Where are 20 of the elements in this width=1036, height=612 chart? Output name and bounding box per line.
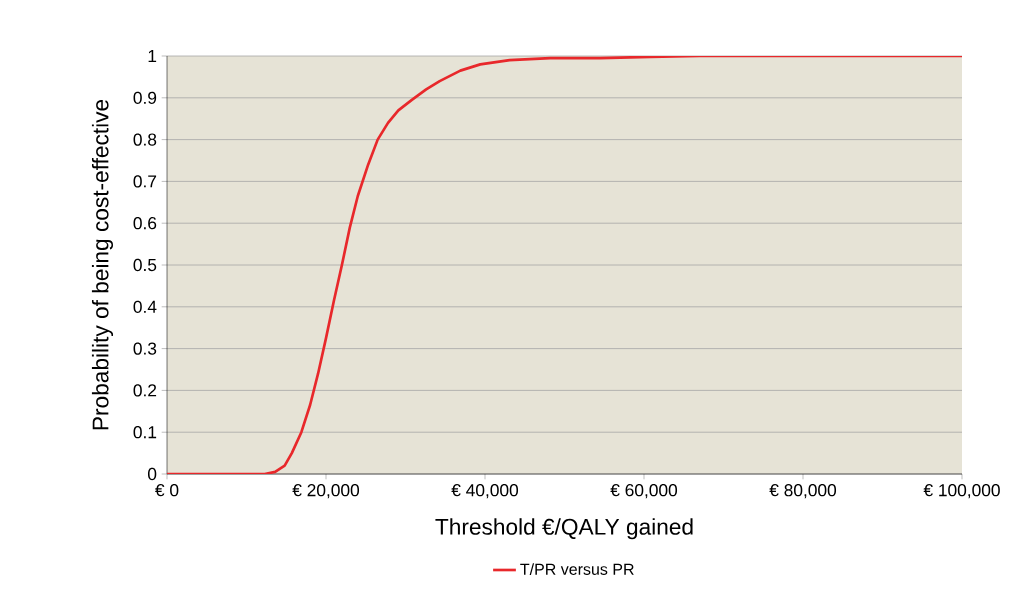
x-tick-label: € 20,000 bbox=[292, 484, 360, 499]
y-tick-label: 0.6 bbox=[133, 217, 157, 230]
x-tick-label: € 100,000 bbox=[923, 484, 1000, 499]
x-tick-label: € 0 bbox=[155, 484, 179, 497]
y-tick-label: 0 bbox=[147, 467, 157, 481]
x-tick-label: € 40,000 bbox=[451, 484, 519, 499]
y-tick-label: 0.9 bbox=[133, 91, 157, 104]
y-tick-label: 0.8 bbox=[133, 133, 157, 146]
legend-label: T/PR versus PR bbox=[520, 563, 634, 575]
y-tick-label: 0.2 bbox=[133, 384, 157, 397]
y-tick-label: 0.1 bbox=[133, 426, 157, 439]
y-axis-title: Probability of being cost-effective bbox=[91, 99, 114, 430]
y-tick-label: 0.5 bbox=[133, 258, 157, 272]
x-tick-label: € 60,000 bbox=[610, 484, 678, 499]
y-tick-label: 0.7 bbox=[133, 175, 157, 188]
y-tick-label: 1 bbox=[148, 50, 157, 62]
y-tick-label: 0.3 bbox=[133, 342, 157, 355]
x-tick-label: € 80,000 bbox=[769, 484, 837, 499]
x-axis-title: Threshold €/QALY gained bbox=[435, 518, 693, 540]
y-tick-label: 0.4 bbox=[133, 300, 157, 313]
